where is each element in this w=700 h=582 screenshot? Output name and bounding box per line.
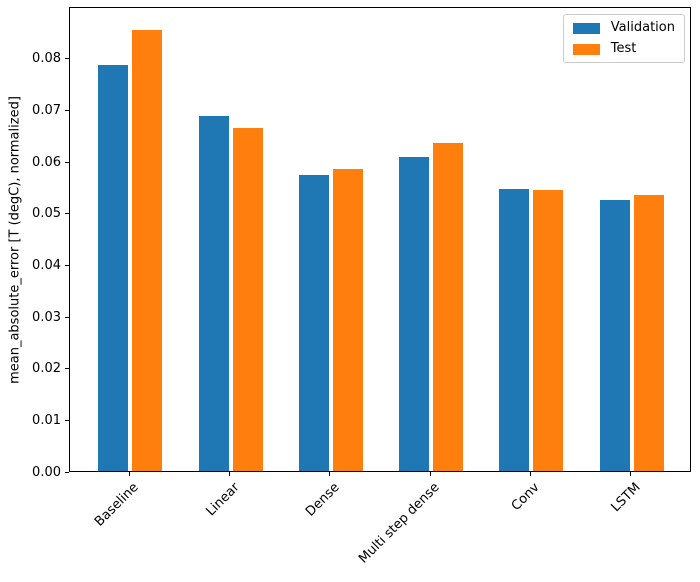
bar-test-baseline bbox=[132, 30, 163, 471]
y-tick-label-0.03: 0.03 bbox=[32, 309, 61, 325]
x-tick-mark-multi-step-dense bbox=[429, 472, 431, 476]
y-tick-mark-0.06 bbox=[65, 161, 69, 163]
x-tick-mark-conv bbox=[529, 472, 531, 476]
x-tick-label-baseline: Baseline bbox=[92, 480, 142, 530]
bar-validation-lstm bbox=[599, 199, 630, 471]
validation-color-swatch bbox=[572, 22, 600, 34]
y-tick-label-0.04: 0.04 bbox=[32, 257, 61, 273]
y-tick-label-0.08: 0.08 bbox=[32, 51, 61, 67]
y-tick-mark-0.03 bbox=[65, 316, 69, 318]
bar-validation-linear bbox=[198, 115, 229, 471]
bar-validation-conv bbox=[499, 188, 530, 471]
x-tick-mark-linear bbox=[229, 472, 231, 476]
bar-test-multi-step-dense bbox=[433, 143, 464, 471]
x-tick-label-conv: Conv bbox=[509, 480, 543, 514]
x-tick-mark-lstm bbox=[630, 472, 632, 476]
x-tick-label-multi-step-dense: Multi step dense bbox=[356, 480, 443, 567]
test-color-swatch bbox=[572, 43, 600, 55]
y-tick-mark-0.07 bbox=[65, 109, 69, 111]
legend-entry-validation: Validation bbox=[572, 20, 675, 35]
bar-validation-baseline bbox=[98, 65, 129, 471]
x-tick-label-dense: Dense bbox=[302, 480, 343, 520]
y-tick-label-0.05: 0.05 bbox=[32, 206, 61, 222]
x-tick-mark-dense bbox=[329, 472, 331, 476]
bar-test-dense bbox=[332, 169, 363, 471]
y-tick-mark-0.01 bbox=[65, 419, 69, 421]
y-tick-label-0.00: 0.00 bbox=[32, 464, 61, 480]
x-tick-label-lstm: LSTM bbox=[608, 480, 644, 516]
y-tick-label-0.02: 0.02 bbox=[32, 361, 61, 377]
legend-label-validation: Validation bbox=[610, 20, 675, 35]
y-tick-mark-0.08 bbox=[65, 58, 69, 60]
bar-validation-dense bbox=[298, 175, 329, 471]
y-tick-mark-0.04 bbox=[65, 264, 69, 266]
y-tick-mark-0.02 bbox=[65, 368, 69, 370]
plot-area bbox=[69, 7, 691, 472]
y-tick-label-0.07: 0.07 bbox=[32, 102, 61, 118]
y-tick-mark-0.05 bbox=[65, 213, 69, 215]
y-axis-label: mean_absolute_error [T (degC), normalize… bbox=[7, 96, 23, 384]
bar-validation-multi-step-dense bbox=[399, 157, 430, 471]
legend-label-test: Test bbox=[610, 41, 637, 56]
y-tick-label-0.01: 0.01 bbox=[32, 412, 61, 428]
bar-test-lstm bbox=[633, 195, 664, 471]
legend-entry-test: Test bbox=[572, 41, 675, 56]
x-tick-mark-baseline bbox=[128, 472, 130, 476]
x-tick-label-linear: Linear bbox=[203, 480, 243, 520]
y-tick-mark-0.00 bbox=[65, 471, 69, 473]
bar-test-linear bbox=[232, 127, 263, 471]
legend: Validation Test bbox=[562, 14, 685, 63]
bar-test-conv bbox=[533, 190, 564, 471]
y-tick-label-0.06: 0.06 bbox=[32, 154, 61, 170]
